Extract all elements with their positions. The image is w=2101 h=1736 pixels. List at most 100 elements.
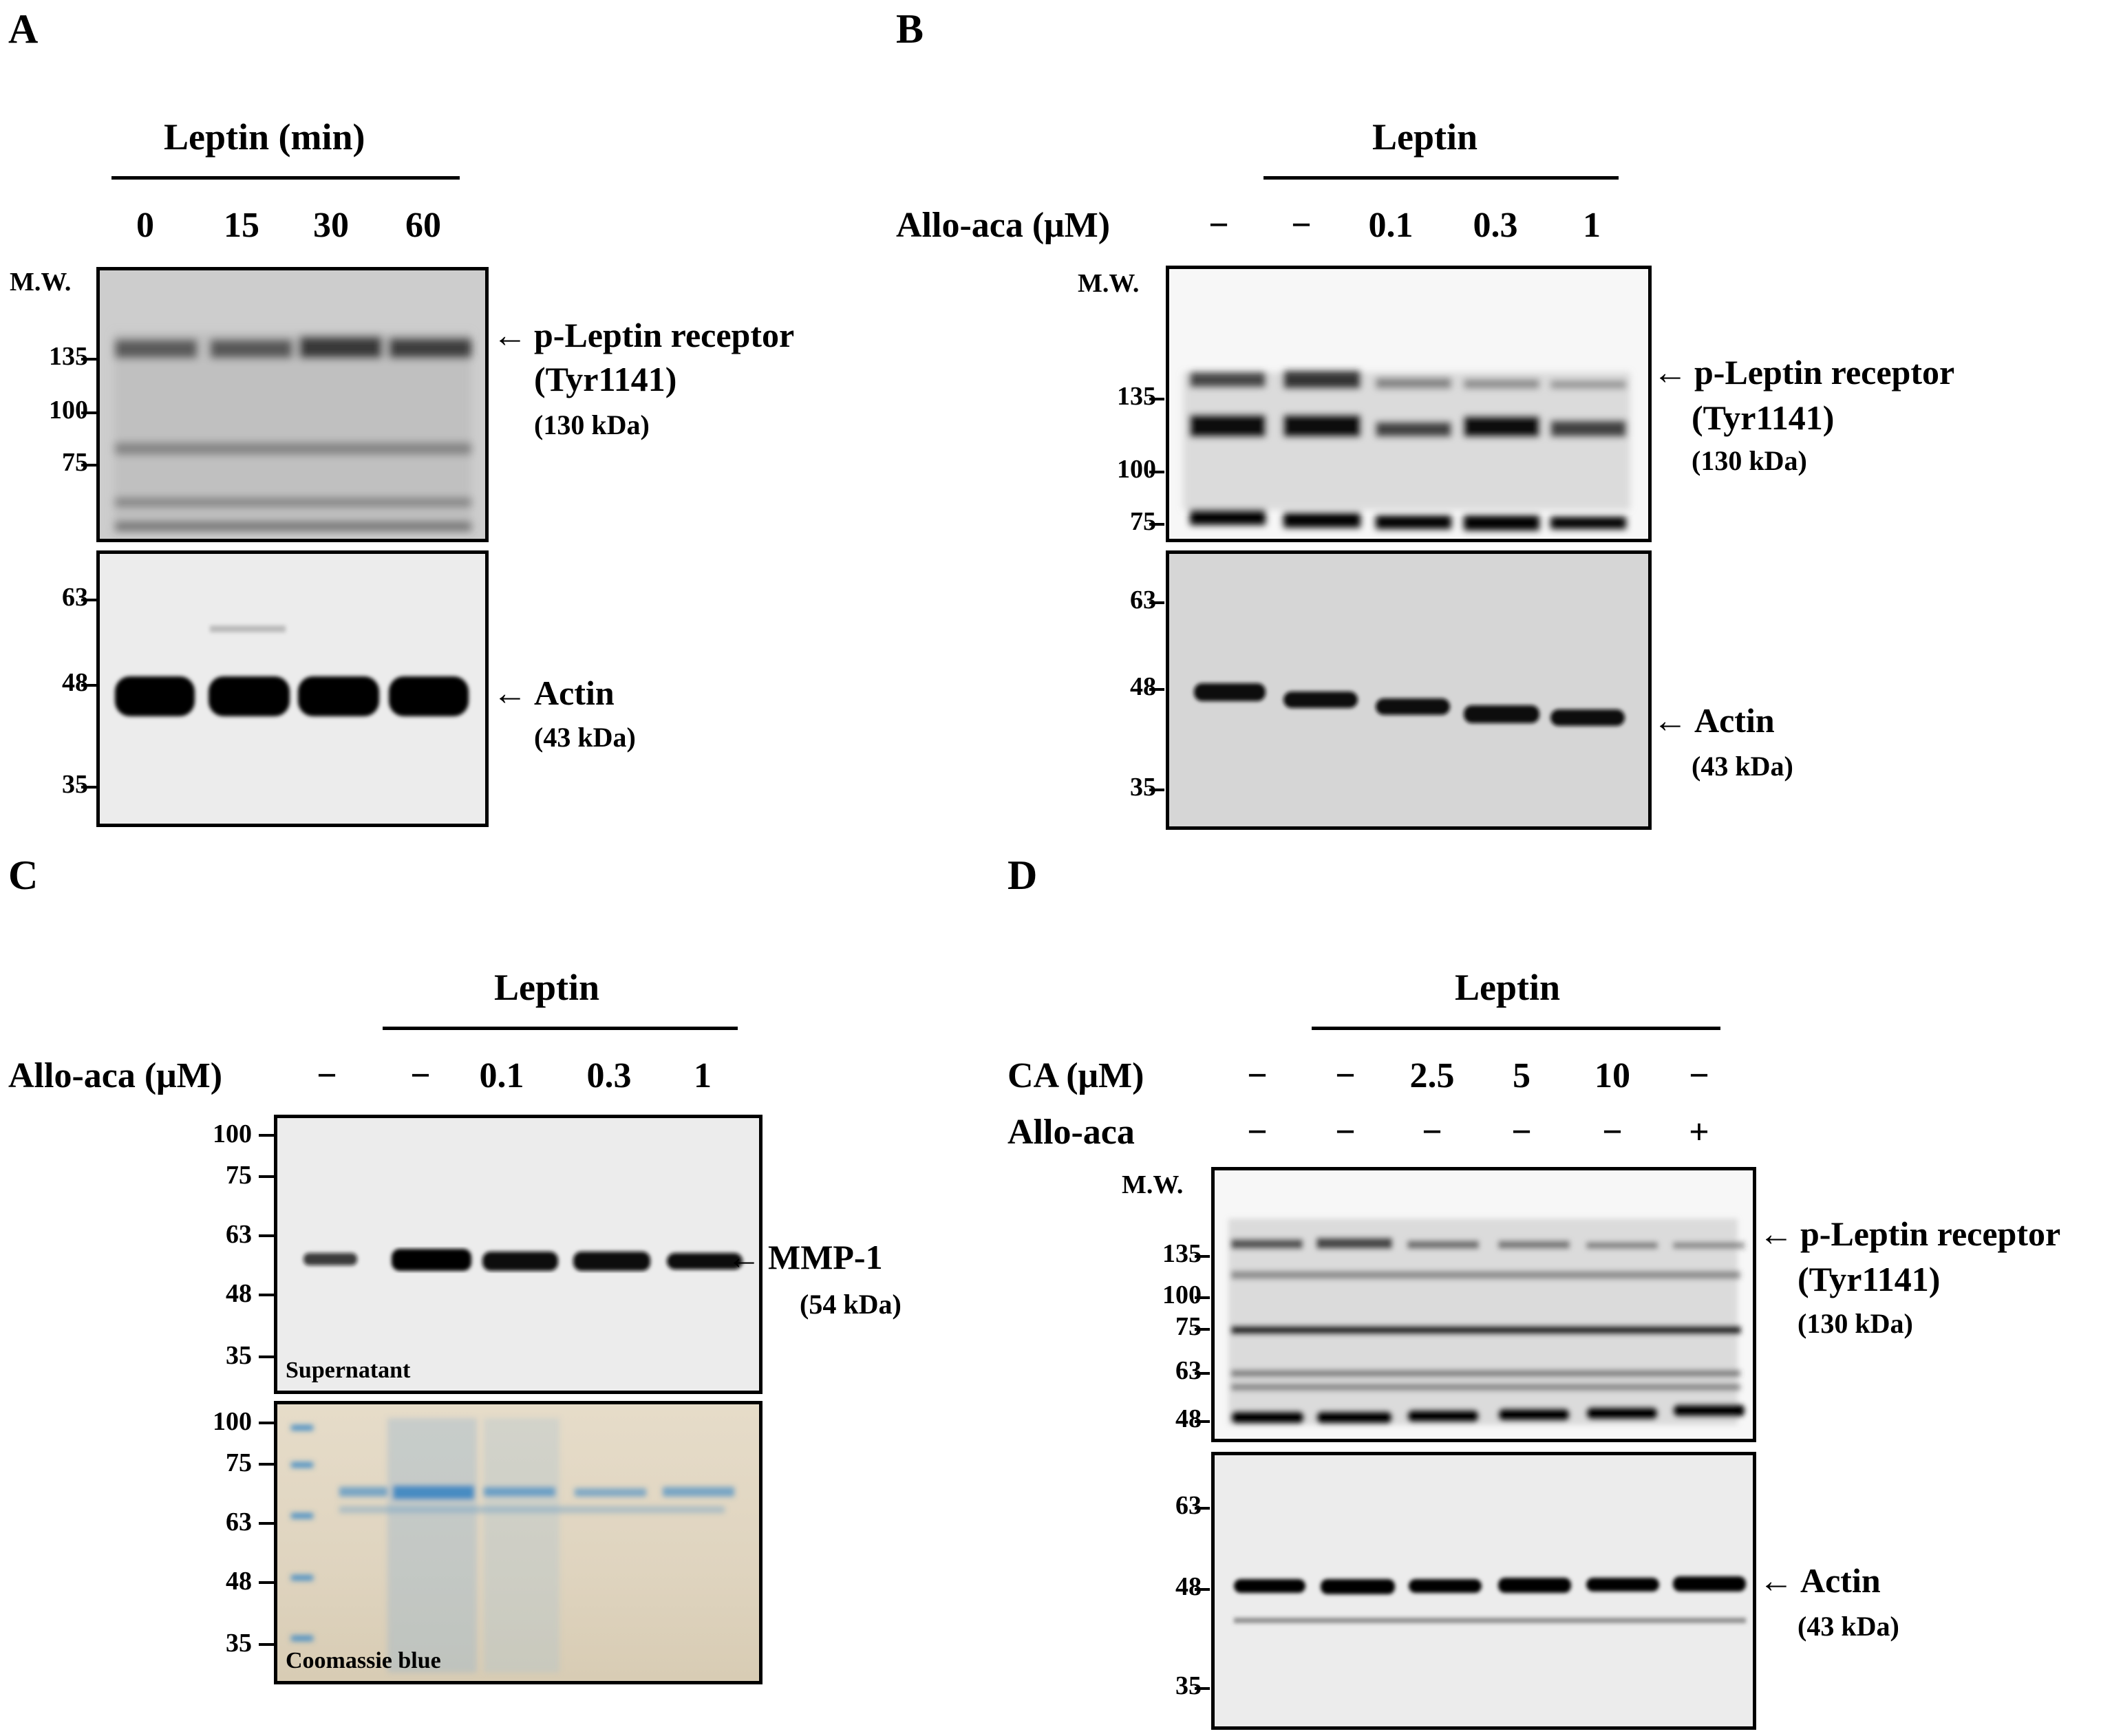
panel-d-mw-75: 75 <box>1175 1312 1202 1341</box>
panel-a-blot-top-bands <box>114 332 471 531</box>
left-arrow-icon: ← <box>493 316 527 354</box>
panel-a-mw-48: 48 <box>62 668 88 697</box>
panel-c-lane-5: 1 <box>694 1056 712 1095</box>
panel-d-tick-bottom-35 <box>1195 1687 1210 1690</box>
panel-c-tick-bottom-48 <box>259 1581 274 1584</box>
left-arrow-icon: ← <box>1759 1561 1793 1600</box>
panel-a-lane-1: 0 <box>136 206 154 245</box>
panel-b-blot-bottom-bands <box>1194 683 1625 726</box>
panel-a-loading-annotation: ← Actin <box>493 674 615 712</box>
panel-c-condition-label: Allo-aca (μM) <box>8 1056 223 1095</box>
panel-c-blot-top-bands <box>303 1249 743 1271</box>
panel-d-lane-row2-5: − <box>1602 1113 1623 1152</box>
panel-d-header: Leptin <box>1455 967 1561 1008</box>
panel-d-lane-1: − <box>1247 1056 1268 1095</box>
panel-a-mw-63: 63 <box>62 583 88 612</box>
panel-a-tick-48 <box>81 684 96 687</box>
panel-b-target-annotation: ← p-Leptin receptor <box>1653 353 1955 392</box>
panel-c-header-line <box>383 1027 738 1030</box>
panel-d-mw-title: M.W. <box>1122 1170 1184 1199</box>
panel-b-lane-4: 0.3 <box>1473 206 1518 245</box>
panel-c-tick-bottom-35 <box>259 1643 274 1646</box>
panel-b-mw-100: 100 <box>1117 455 1156 484</box>
panel-b-lane-5: 1 <box>1583 206 1601 245</box>
panel-d-lane-row2-3: − <box>1422 1113 1442 1152</box>
panel-c-tick-bottom-100 <box>259 1422 274 1424</box>
left-arrow-icon: ← <box>1653 353 1687 392</box>
panel-a-lane-4: 60 <box>405 206 441 245</box>
panel-a-loading-size: (43 kDa) <box>534 722 636 753</box>
panel-c-tick-bottom-75 <box>259 1463 274 1466</box>
panel-d-tick-63 <box>1195 1372 1210 1375</box>
panel-b-mw-63: 63 <box>1130 586 1156 614</box>
left-arrow-icon: ← <box>727 1238 761 1276</box>
panel-b-mw-135: 135 <box>1117 382 1156 411</box>
panel-c-mw-bottom-100: 100 <box>213 1407 252 1436</box>
panel-b-tick-100 <box>1149 471 1164 473</box>
panel-d-mw-48: 48 <box>1175 1404 1202 1433</box>
panel-b-mw-title: M.W. <box>1078 269 1140 298</box>
panel-d-target-annotation: ← p-Leptin receptor <box>1759 1214 2061 1253</box>
panel-c-lane-1: − <box>317 1056 337 1095</box>
panel-d-blot-top <box>1211 1167 1756 1442</box>
panel-b-mw-75: 75 <box>1130 507 1156 536</box>
panel-a-header-line <box>111 176 460 180</box>
panel-d-mw-bottom-35: 35 <box>1175 1671 1202 1700</box>
panel-letter-b: B <box>896 6 924 52</box>
panel-d-lane-6: − <box>1689 1056 1709 1095</box>
panel-c-mw-bottom-63: 63 <box>226 1508 252 1536</box>
panel-d-lane-row2-2: − <box>1335 1113 1356 1152</box>
left-arrow-icon: ← <box>1759 1214 1793 1253</box>
panel-a-tick-35 <box>81 786 96 789</box>
panel-a-target-annotation: ← p-Leptin receptor <box>493 316 795 354</box>
panel-d-header-line <box>1312 1027 1720 1030</box>
panel-d-lane-5: 10 <box>1595 1056 1630 1095</box>
panel-b-tick-63 <box>1149 601 1164 604</box>
panel-a-blot-bottom-bands <box>115 625 469 716</box>
panel-b-tick-75 <box>1149 523 1164 526</box>
panel-b-blot-top-bands <box>1183 371 1630 531</box>
panel-d-loading-size: (43 kDa) <box>1798 1611 1899 1642</box>
panel-a-mw-75: 75 <box>62 448 88 477</box>
panel-d-mw-bottom-63: 63 <box>1175 1491 1202 1520</box>
panel-c-mw-bottom-35: 35 <box>226 1629 252 1658</box>
panel-b-blot-bottom <box>1166 550 1652 830</box>
panel-letter-a: A <box>8 6 39 52</box>
panel-a-tick-135 <box>81 358 96 361</box>
panel-b-tick-135 <box>1149 398 1164 400</box>
panel-c-header: Leptin <box>494 967 600 1008</box>
panel-a-mw-100: 100 <box>49 396 88 425</box>
panel-d-target-site: (Tyr1141) <box>1798 1260 1941 1298</box>
panel-c-mw-bottom-75: 75 <box>226 1448 252 1477</box>
panel-d-blot-bottom-bands <box>1234 1576 1746 1623</box>
panel-c-blot-bottom: Coomassie blue <box>274 1401 762 1684</box>
panel-d-lane-3: 2.5 <box>1409 1056 1455 1095</box>
panel-c-mw-top-75: 75 <box>226 1161 252 1190</box>
panel-b-blot-top <box>1166 266 1652 542</box>
panel-c-tick-top-35 <box>259 1355 274 1358</box>
panel-a-tick-100 <box>81 411 96 414</box>
panel-c-lane-3: 0.1 <box>479 1056 524 1095</box>
panel-d-mw-135: 135 <box>1162 1239 1202 1268</box>
panel-d-blot-bottom <box>1211 1452 1756 1730</box>
panel-c-target-annotation: ← MMP-1 <box>727 1238 883 1276</box>
panel-c-tick-bottom-63 <box>259 1522 274 1525</box>
panel-d-lane-2: − <box>1335 1056 1356 1095</box>
panel-b-target-site: (Tyr1141) <box>1692 398 1835 437</box>
panel-d-lane-row2-4: − <box>1511 1113 1532 1152</box>
panel-d-condition-label-alloaca: Allo-aca <box>1007 1113 1135 1152</box>
panel-d-loading-annotation: ← Actin <box>1759 1561 1881 1600</box>
panel-a-header: Leptin (min) <box>164 116 365 158</box>
panel-d-lane-4: 5 <box>1513 1056 1531 1095</box>
panel-c-tick-top-75 <box>259 1175 274 1178</box>
panel-c-mw-top-63: 63 <box>226 1220 252 1249</box>
panel-d-tick-bottom-48 <box>1195 1588 1210 1591</box>
panel-b-loading-size: (43 kDa) <box>1692 751 1793 782</box>
panel-d-lane-row2-1: − <box>1247 1113 1268 1152</box>
panel-b-header: Leptin <box>1372 116 1478 158</box>
panel-letter-c: C <box>8 853 39 898</box>
panel-a-mw-135: 135 <box>49 342 88 371</box>
panel-a-mw-35: 35 <box>62 770 88 799</box>
panel-c-blot-top: Supernatant <box>274 1115 762 1394</box>
panel-c-tick-top-48 <box>259 1294 274 1296</box>
